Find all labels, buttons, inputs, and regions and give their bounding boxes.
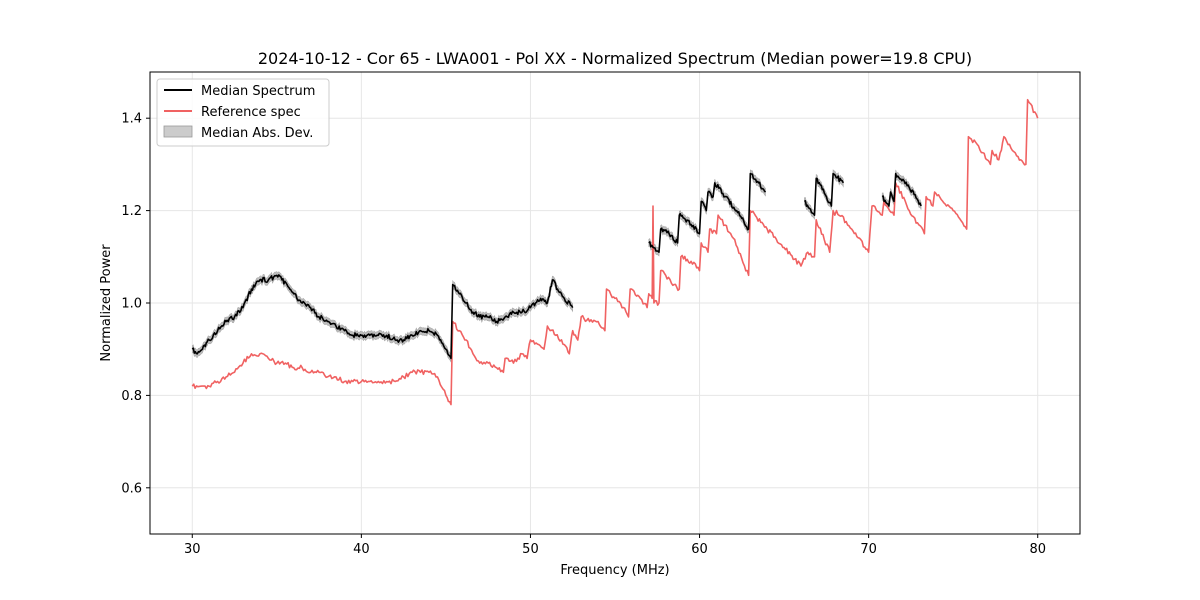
legend-mad-swatch (163, 125, 193, 138)
x-tick-label: 80 (1029, 542, 1046, 557)
legend: Median Spectrum Reference spec Median Ab… (156, 78, 330, 147)
x-tick-label: 30 (184, 542, 201, 557)
x-axis-label: Frequency (MHz) (560, 563, 669, 578)
legend-mad-label: Median Abs. Dev. (201, 126, 313, 141)
x-tick-label: 50 (522, 542, 539, 557)
median-spectrum-group (191, 172, 922, 360)
x-axis-ticks: 30 40 50 60 70 80 (184, 534, 1046, 557)
median-spectrum-line (803, 172, 845, 216)
median-spectrum-line (191, 274, 574, 360)
mad-band (192, 271, 573, 363)
legend-median-label: Median Spectrum (201, 84, 315, 99)
y-axis-label: Normalized Power (99, 244, 114, 362)
reference-spectrum-group (191, 98, 1039, 406)
reference-spectrum-line (191, 98, 1039, 406)
legend-box (156, 78, 330, 147)
median-spectrum-line (648, 172, 767, 253)
x-tick-label: 40 (353, 542, 370, 557)
y-tick-label: 1.4 (121, 112, 142, 127)
chart-title: 2024-10-12 - Cor 65 - LWA001 - Pol XX - … (258, 49, 972, 68)
x-tick-label: 70 (860, 542, 877, 557)
y-tick-label: 0.8 (121, 389, 142, 404)
median-spectrum-line (881, 172, 922, 207)
y-tick-label: 1.2 (121, 204, 142, 219)
y-axis-ticks: 0.6 0.8 1.0 1.2 1.4 (121, 112, 150, 496)
x-tick-label: 60 (691, 542, 708, 557)
y-tick-label: 1.0 (121, 297, 142, 312)
mad-band (804, 169, 844, 220)
legend-reference-label: Reference spec (201, 105, 301, 120)
y-tick-label: 0.6 (121, 481, 142, 496)
